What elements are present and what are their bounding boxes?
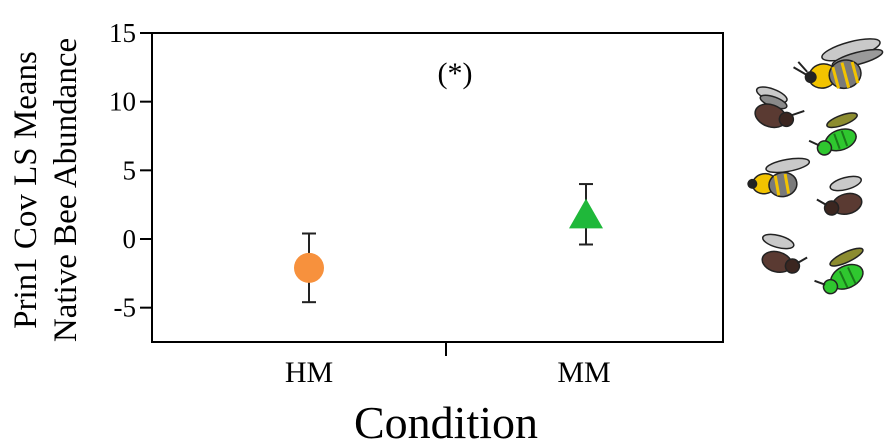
significance-annotation: (*) bbox=[438, 57, 473, 90]
y-tick-label: 15 bbox=[109, 18, 136, 48]
green-bee-icon bbox=[814, 247, 864, 295]
brown-bee-icon bbox=[816, 175, 863, 216]
yellow-bumble-bee-icon bbox=[747, 157, 811, 198]
y-axis-title-line-2: Native Bee Abundance bbox=[48, 38, 84, 342]
data-marks bbox=[294, 183, 603, 304]
y-tick-label: -5 bbox=[114, 293, 137, 323]
bee-illustrations bbox=[747, 38, 884, 295]
y-tick-label: 0 bbox=[123, 224, 137, 254]
brown-bee-icon bbox=[754, 86, 805, 129]
plot-frame bbox=[151, 32, 724, 343]
y-axis-title-line-1: Prin1 Cov LS Means bbox=[8, 51, 44, 329]
x-axis: HM MM bbox=[285, 342, 611, 389]
yellow-bumble-bee-icon bbox=[793, 38, 884, 90]
y-tick-label: 10 bbox=[109, 87, 136, 117]
data-point-mm bbox=[569, 198, 603, 229]
data-point-hm bbox=[294, 252, 324, 283]
x-tick-label-hm: HM bbox=[285, 356, 333, 389]
y-axis: 15 10 5 0 -5 bbox=[109, 18, 152, 323]
x-axis-title: Condition bbox=[354, 397, 538, 448]
y-tick-label: 5 bbox=[123, 155, 137, 185]
green-bee-icon bbox=[808, 112, 858, 156]
brown-bee-icon bbox=[761, 233, 808, 274]
x-tick-label-mm: MM bbox=[557, 356, 610, 389]
